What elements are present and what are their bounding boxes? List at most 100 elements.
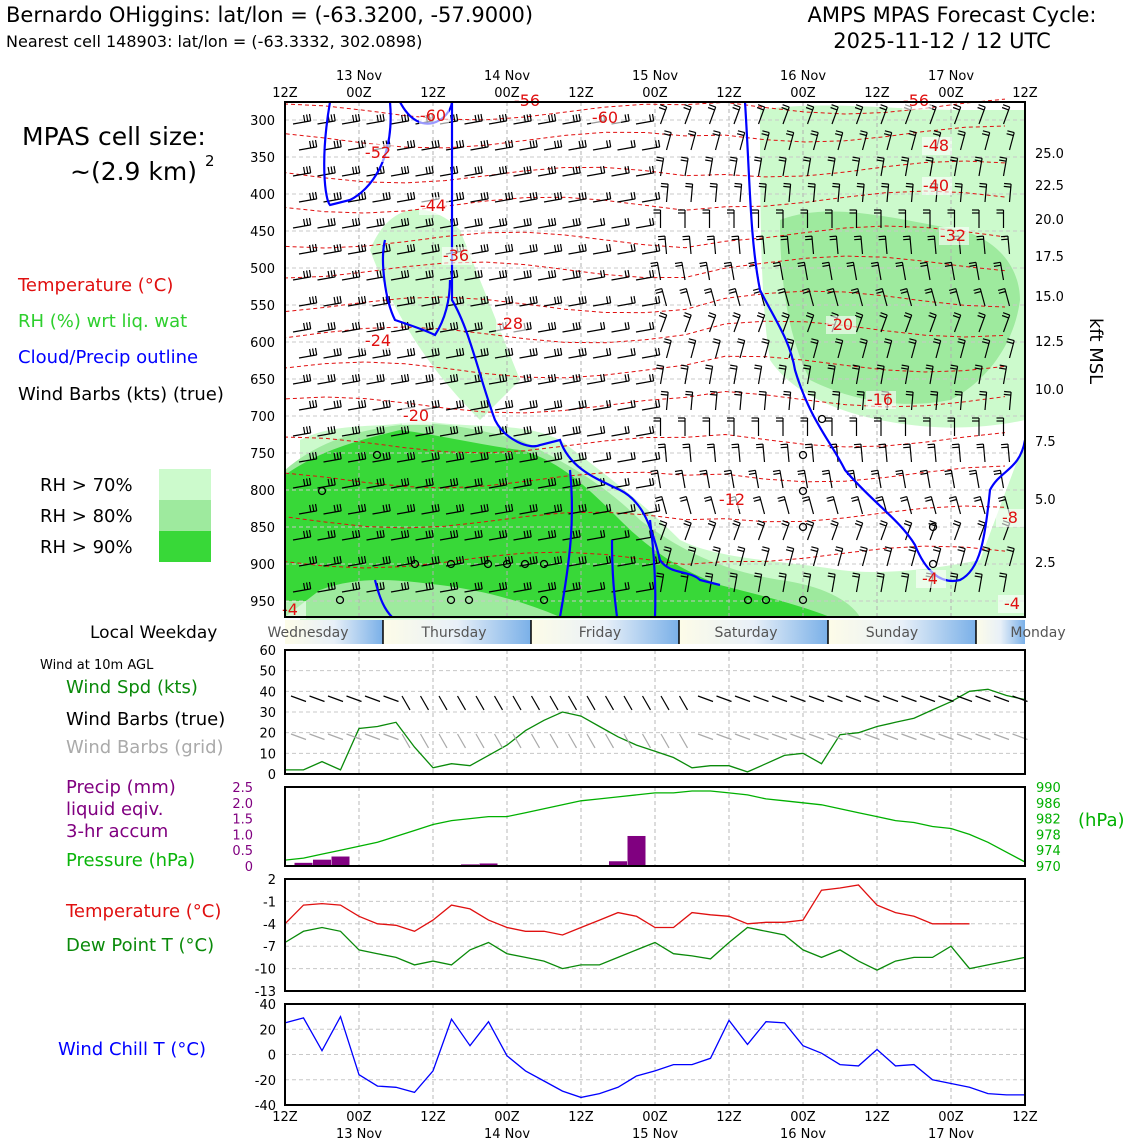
wind-barb [708,314,717,333]
wind-barb [562,172,581,177]
wind-barb-flag [624,426,627,434]
wind-barb-flag [1000,235,1008,238]
height-tick-label: 10.0 [1035,383,1064,398]
weekday-segment [383,620,531,644]
wind-barb [341,328,360,333]
wind-barb-flag [431,269,434,278]
wind-barb-flag [712,549,720,553]
wind-barb-flag [952,522,960,527]
bottom-day-label: 14 Nov [484,1127,530,1140]
wind-barb-flag [352,582,355,591]
wind-barb-flag [779,572,787,575]
wind-barb-flag [1006,549,1014,553]
wind-barb-flag [655,504,658,512]
wind-barb-flag [974,575,982,578]
wind-barb-flag [333,504,336,513]
wind-barb-flag [578,504,581,513]
wind-barb-flag [656,364,664,367]
legend-wind-speed: Wind Spd (kts) [66,677,198,698]
legend-rh80: RH > 80% [40,506,133,527]
wind-barb-flag [801,288,809,291]
wind-barb-flag [949,290,957,294]
wind-barb-flag [308,477,312,486]
wind-barb-flag [548,582,551,591]
wind-barb [788,184,792,203]
wind-barb-flag [602,425,606,434]
wind-barb-flag [412,399,416,408]
wind-barb-flag [456,556,459,565]
wind-barb-flag [303,582,306,591]
wind-barb [445,458,464,463]
temperature-contour [284,355,1006,379]
wind-barb-flag [431,321,434,330]
wind-barb-flag [699,261,707,265]
wind-barb-flag [826,288,834,291]
wind-barb-flag [330,114,333,122]
wind-barb-grid [623,733,633,749]
calm-circle [743,595,753,605]
wind-barb-flag [526,218,529,226]
wind-barb-flag [627,529,630,538]
wind-barb-flag [827,290,835,294]
wind-barb-flag [486,243,489,252]
legend-dewpoint: Dew Point T (°C) [66,935,214,956]
wind-barb-flag [450,530,453,539]
top-time-tick: 12Z [716,86,742,101]
wind-barb-flag [333,581,336,590]
wind-barb [519,354,538,359]
wind-barb-flag [314,503,318,512]
wind-barb [831,522,839,541]
wind-barb-flag [376,218,379,227]
precip-tick-label: 1.0 [232,828,253,843]
wind-barb [292,484,311,489]
wind-barb-flag [778,367,786,370]
wind-barb-flag [361,348,364,356]
wind-barb-flag [979,185,987,188]
wind-barb-flag [453,582,456,590]
wind-barb-flag [708,104,716,108]
wind-barb-flag [333,244,336,253]
wind-barb-flag [876,575,884,578]
wind-barb-flag [453,218,456,226]
wind-barb [537,120,556,125]
wind-barb-flag [406,269,410,278]
wind-barb-flag [811,338,819,342]
wind-barb-flag [306,426,309,434]
wind-barb [543,146,562,151]
wind-barb [586,380,605,385]
wind-barb-flag [382,504,385,513]
wind-barb-flag [687,549,696,553]
wind-barb [347,458,366,463]
wind-barb-flag [428,530,431,538]
wind-barb-flag [529,296,532,305]
wind-barb-flag [361,556,364,564]
wind-barb-grid [346,733,362,741]
wind-barb-flag [754,367,762,370]
wind-barb-grid [512,733,522,749]
pressure-tick-label: 990 [1036,781,1061,796]
wind-barb-flag [330,374,333,382]
wind-barb-flag [682,446,690,449]
wind-barb [754,470,760,489]
wind-barb-flag [357,321,361,330]
wind-barb-flag [477,426,480,434]
wind-barb-flag [578,244,581,253]
wind-barb-flag [363,295,367,304]
wind-barb-flag [309,296,312,305]
wind-barb-flag [557,400,560,408]
wind-barb [323,562,342,567]
wind-barb [415,536,434,541]
wind-barb [366,536,385,541]
wind-barb-flag [483,296,486,304]
wind-barb [341,484,360,489]
wind-barb-flag [871,472,879,475]
wind-barb-flag [927,235,935,238]
wind-barb [372,510,391,515]
cross-section-frame [284,101,1026,618]
wind-barb [733,106,741,125]
legend-wind: Wind Barbs (kts) (true) [18,384,224,405]
wind-barb-flag [759,182,767,185]
wind-barb-flag [978,104,986,108]
wind-barb-flag [655,290,663,294]
